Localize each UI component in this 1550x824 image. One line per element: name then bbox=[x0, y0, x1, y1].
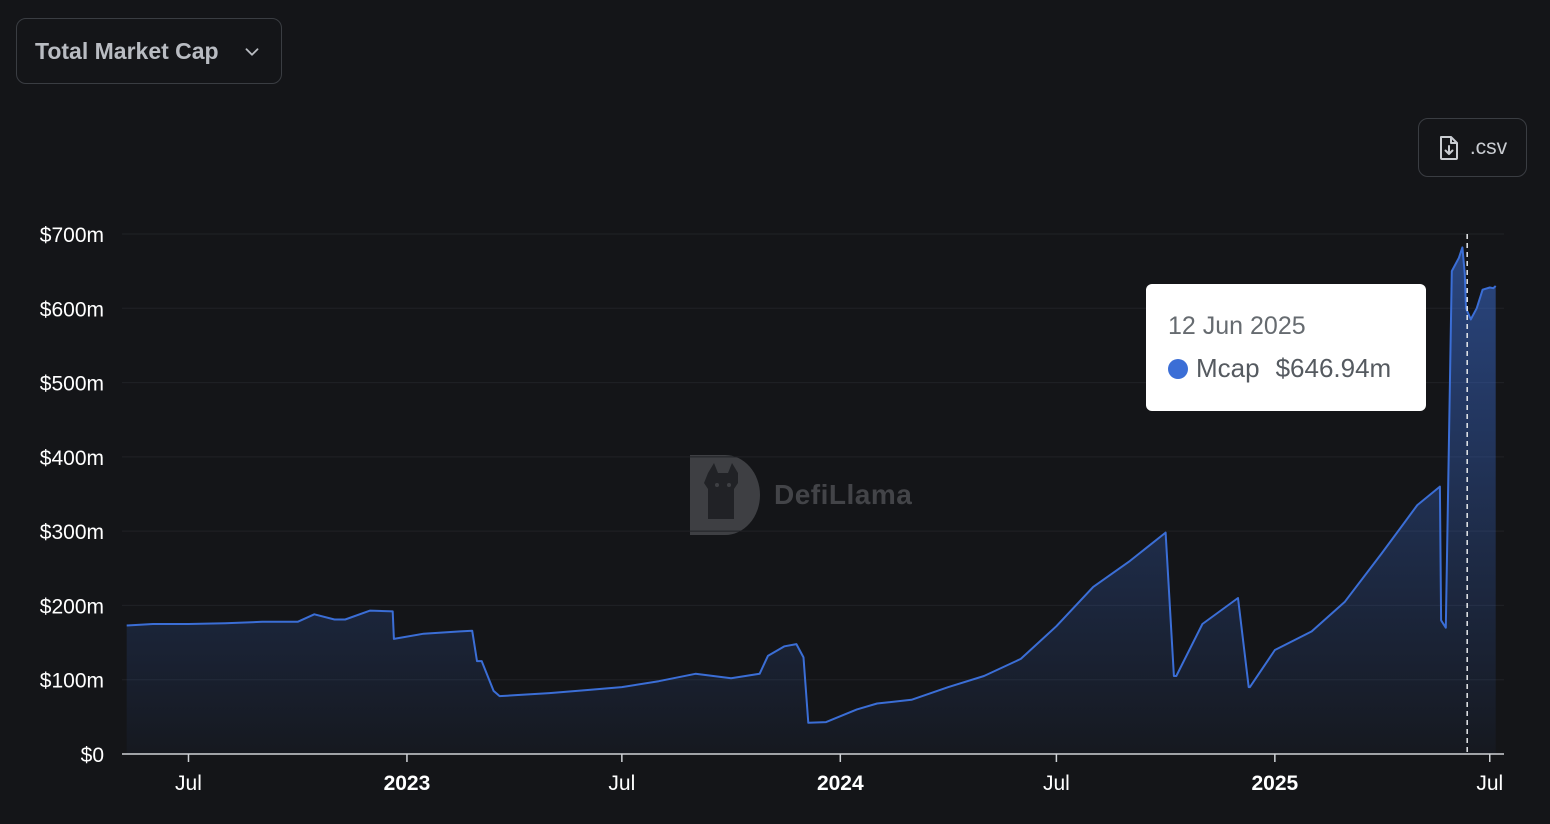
tooltip-value: $646.94m bbox=[1275, 353, 1392, 383]
x-tick-label: Jul bbox=[1043, 772, 1070, 795]
mcap-line bbox=[126, 246, 1497, 724]
x-tick-label: 2024 bbox=[817, 772, 864, 795]
y-tick-label: $600m bbox=[40, 298, 104, 321]
tooltip-row: Mcap $646.94m bbox=[1168, 353, 1426, 384]
watermark-text: DefiLlama bbox=[774, 479, 913, 510]
mcap-area bbox=[126, 247, 1496, 754]
y-tick-label: $100m bbox=[40, 670, 104, 693]
tooltip-date: 12 Jun 2025 bbox=[1168, 312, 1306, 340]
x-tick-label: Jul bbox=[175, 772, 202, 795]
tooltip-series-name: Mcap bbox=[1196, 353, 1260, 383]
metric-dropdown[interactable]: Total Market Cap bbox=[16, 18, 282, 84]
y-tick-label: $200m bbox=[40, 595, 104, 618]
x-tick-label: 2025 bbox=[1251, 772, 1298, 795]
csv-button-label: .csv bbox=[1469, 135, 1508, 159]
chevron-down-icon bbox=[245, 48, 259, 56]
y-tick-label: $700m bbox=[40, 224, 104, 247]
y-tick-label: $500m bbox=[40, 373, 104, 396]
series-dot-icon bbox=[1168, 358, 1188, 379]
y-tick-label: $300m bbox=[40, 521, 104, 544]
download-csv-button[interactable]: .csv bbox=[1418, 118, 1527, 177]
chart-tooltip: 12 Jun 2025 Mcap $646.94m bbox=[1146, 284, 1426, 411]
defillama-logo bbox=[690, 455, 760, 535]
x-tick-label: 2023 bbox=[384, 772, 431, 795]
x-tick-label: Jul bbox=[608, 772, 635, 795]
x-tick-label: Jul bbox=[1476, 772, 1503, 795]
file-download-icon bbox=[1439, 135, 1458, 160]
y-tick-label: $0 bbox=[81, 744, 104, 767]
defillama-watermark: DefiLlama bbox=[690, 454, 930, 536]
y-tick-label: $400m bbox=[40, 447, 104, 470]
metric-dropdown-label: Total Market Cap bbox=[35, 37, 219, 64]
